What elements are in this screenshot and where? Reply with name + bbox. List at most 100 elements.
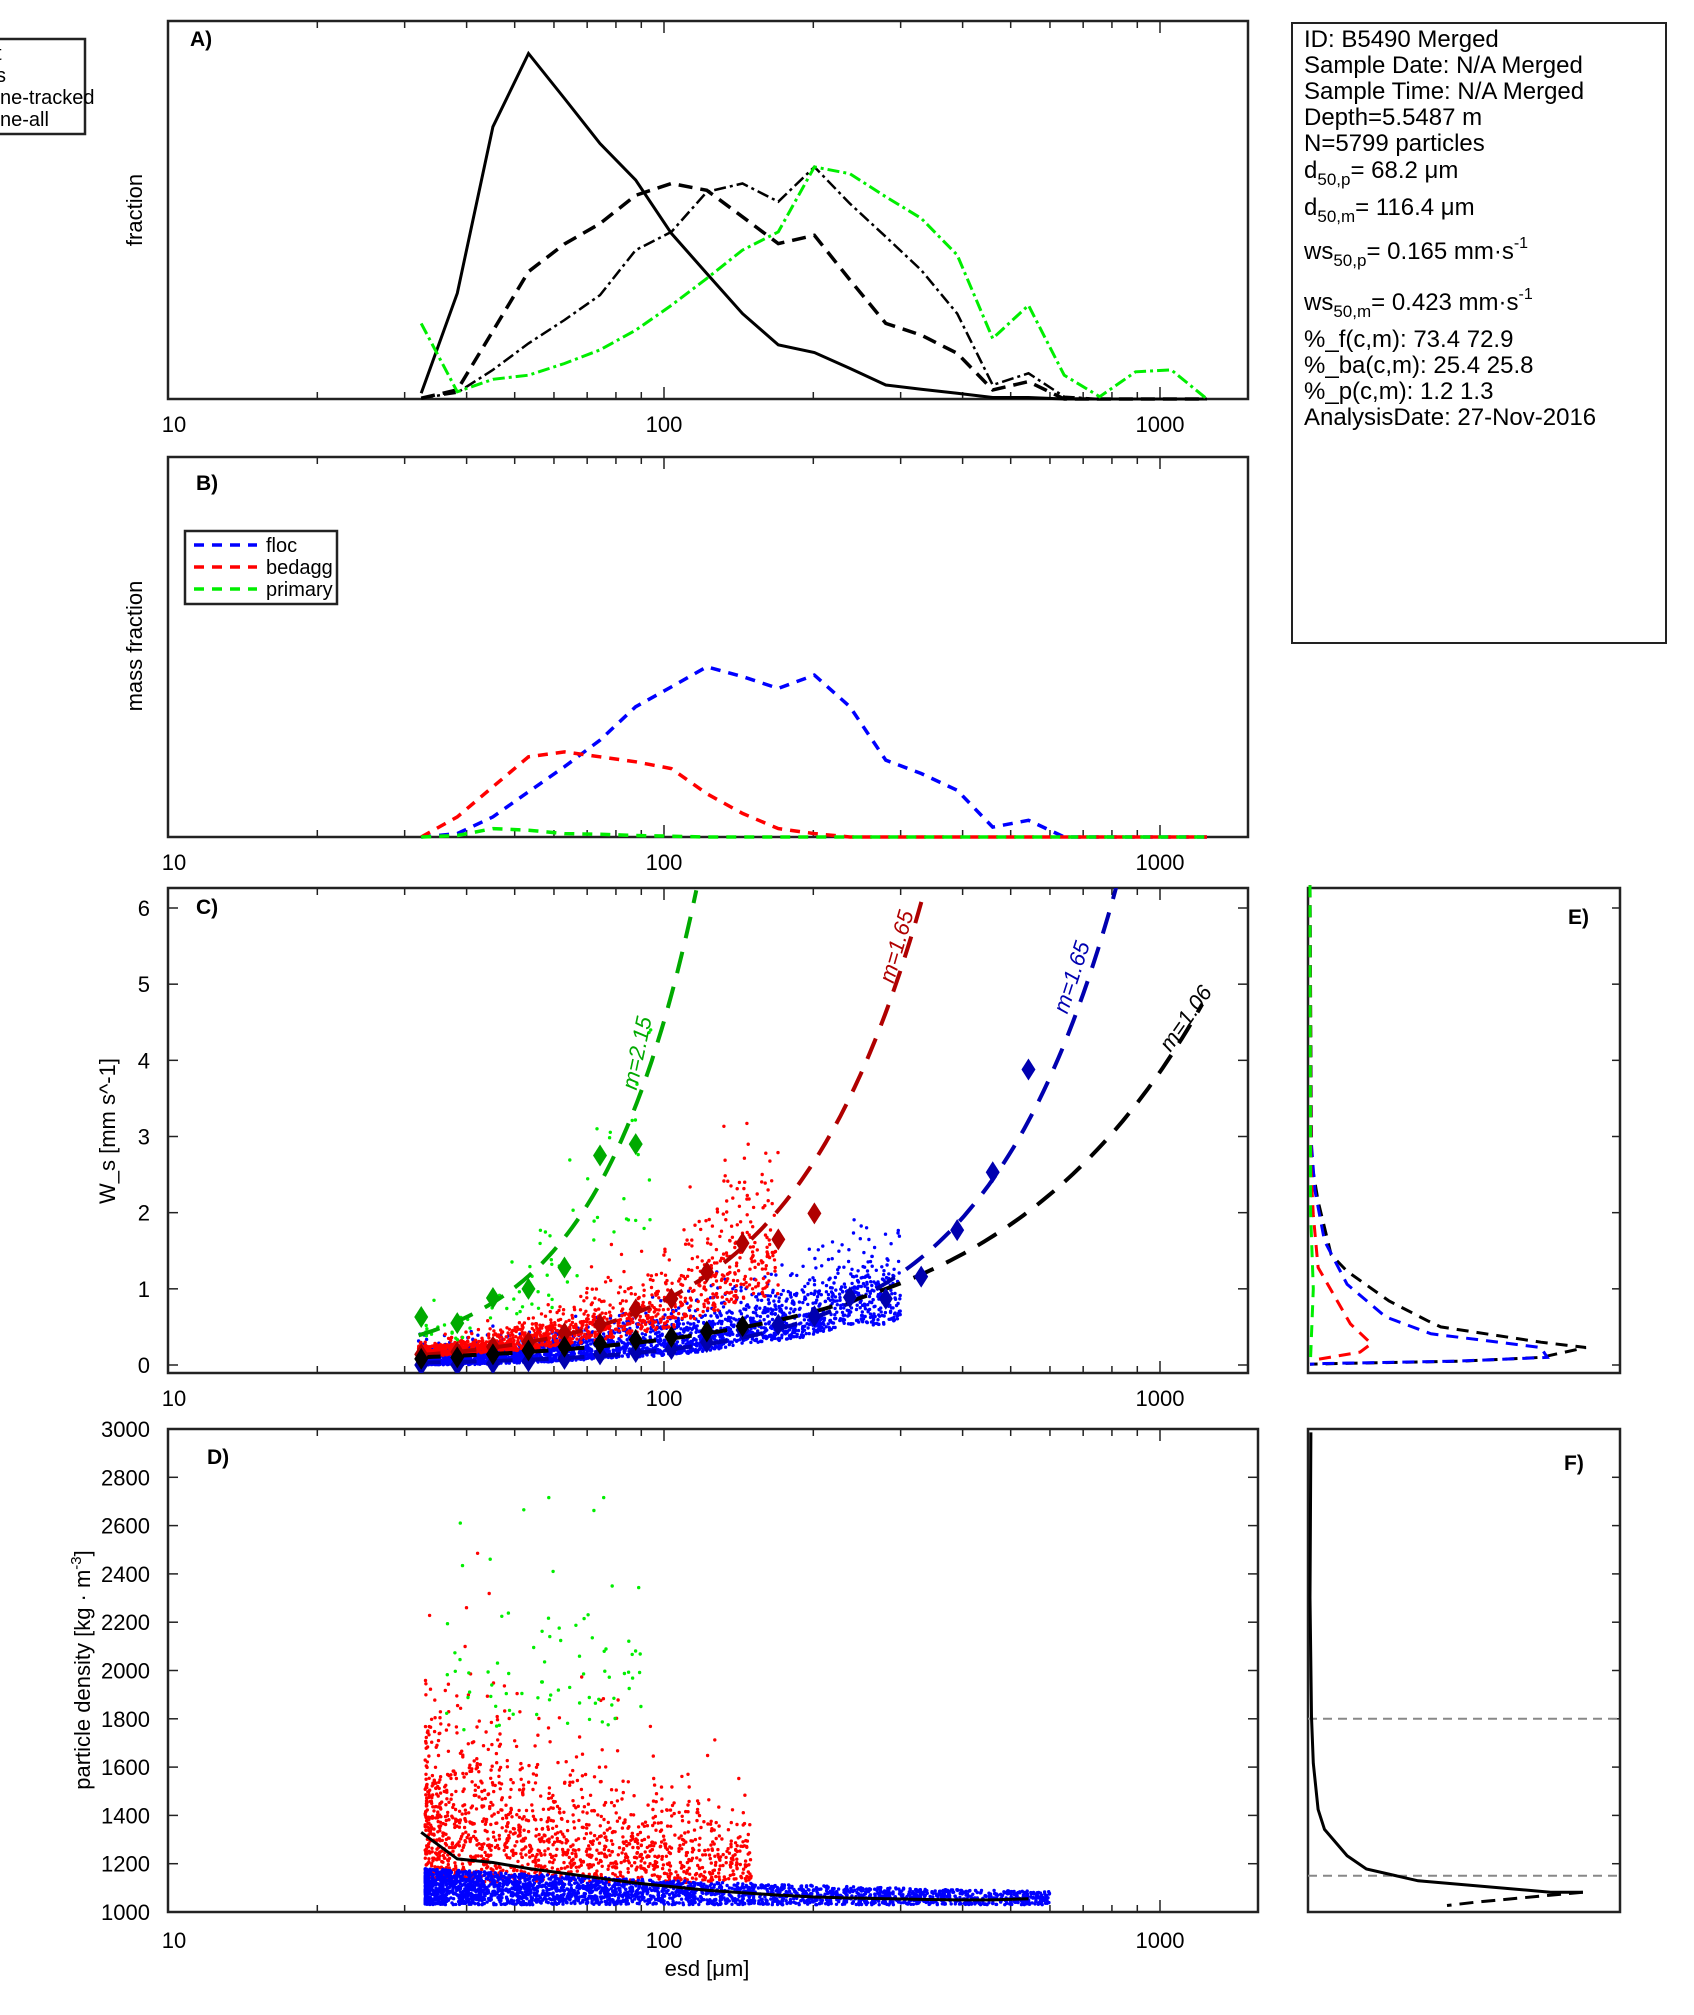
- bedagg-point: [579, 1336, 583, 1341]
- floc-point: [550, 1359, 555, 1364]
- floc-point: [721, 1305, 726, 1309]
- bedagg-point: [482, 1341, 486, 1346]
- bedagg-point: [661, 1863, 666, 1867]
- floc-point: [829, 1312, 833, 1317]
- floc-point: [675, 1322, 680, 1326]
- bedagg-point: [424, 1777, 428, 1781]
- bedagg-point: [604, 1311, 608, 1316]
- floc-point: [791, 1329, 795, 1333]
- fit-label-floc: m=1.65: [1048, 937, 1095, 1016]
- floc-point: [518, 1359, 522, 1364]
- bedagg-point: [580, 1825, 584, 1830]
- bedagg-point: [559, 1866, 564, 1871]
- bedagg-point: [654, 1314, 658, 1318]
- floc-point: [754, 1337, 759, 1341]
- bedagg-point: [776, 1283, 780, 1287]
- floc-point: [729, 1310, 733, 1315]
- floc-point: [824, 1283, 829, 1288]
- x-tick-label: 10: [162, 1928, 186, 1953]
- bedagg-point: [699, 1227, 703, 1232]
- bedagg-point: [521, 1787, 526, 1791]
- bedagg-point: [585, 1286, 589, 1291]
- bedagg-point: [720, 1273, 725, 1277]
- bedagg-point: [577, 1735, 582, 1739]
- floc-point: [838, 1318, 842, 1323]
- bedagg-point: [667, 1325, 671, 1329]
- primary-point: [550, 1297, 554, 1302]
- bedagg-point: [670, 1281, 674, 1286]
- bedagg-point: [618, 1285, 622, 1289]
- bedagg-point: [745, 1121, 749, 1126]
- floc-point: [798, 1335, 802, 1340]
- floc-point: [831, 1325, 836, 1330]
- floc-point: [790, 1272, 794, 1276]
- bedagg-point: [737, 1776, 741, 1781]
- bedagg-point: [620, 1299, 625, 1303]
- bedagg-point: [561, 1312, 565, 1316]
- floc-point: [820, 1264, 824, 1268]
- bedagg-point: [497, 1846, 501, 1851]
- bedagg-point: [650, 1293, 654, 1297]
- bedagg-point: [438, 1820, 443, 1825]
- bedagg-point: [447, 1800, 451, 1805]
- floc-point: [833, 1275, 838, 1280]
- bedagg-point: [585, 1317, 590, 1321]
- bedagg-point: [582, 1312, 586, 1316]
- bedagg-point: [531, 1316, 535, 1320]
- bedagg-point: [557, 1716, 562, 1720]
- floc-point: [476, 1360, 480, 1364]
- floc-point: [573, 1340, 577, 1345]
- bedagg-point: [710, 1256, 715, 1260]
- bedagg-point: [755, 1192, 759, 1196]
- bedagg-point: [695, 1265, 700, 1270]
- median-marker-floc: [842, 1286, 857, 1309]
- floc-point: [877, 1322, 881, 1327]
- floc-point: [445, 1357, 449, 1361]
- bedagg-point: [572, 1305, 576, 1310]
- bedagg-point: [532, 1328, 536, 1333]
- bedagg-point: [745, 1285, 749, 1289]
- primary-point: [425, 1327, 429, 1331]
- x-tick-label: 1000: [1136, 412, 1185, 437]
- bedagg-point: [766, 1271, 770, 1276]
- y-tick-label: 3000: [101, 1417, 150, 1442]
- bedagg-point: [583, 1332, 587, 1337]
- floc-point: [859, 1317, 863, 1321]
- bedagg-point: [553, 1343, 557, 1348]
- bedagg-point: [666, 1307, 670, 1312]
- floc-point: [592, 1356, 596, 1360]
- bedagg-point: [488, 1327, 492, 1331]
- bedagg-point: [661, 1308, 666, 1312]
- bedagg-point: [453, 1807, 458, 1812]
- bedagg-point: [503, 1709, 507, 1713]
- median-marker-floc: [557, 1347, 572, 1370]
- bedagg-point: [638, 1830, 643, 1835]
- floc-point: [879, 1306, 883, 1310]
- primary-point: [647, 1178, 652, 1182]
- bedagg-point: [588, 1793, 593, 1798]
- floc-point: [858, 1300, 862, 1305]
- bedagg-point: [606, 1867, 610, 1872]
- y-tick-label: 1600: [101, 1755, 150, 1780]
- bedagg-point: [728, 1282, 733, 1287]
- floc-point: [709, 1314, 713, 1318]
- bedagg-point: [533, 1344, 537, 1348]
- floc-point: [534, 1353, 539, 1357]
- floc-point: [835, 1310, 839, 1314]
- bedagg-point: [511, 1333, 515, 1337]
- bedagg-point: [695, 1307, 700, 1312]
- bedagg-point: [459, 1341, 463, 1346]
- bedagg-point: [663, 1325, 667, 1330]
- bedagg-point: [585, 1296, 589, 1300]
- bedagg-point: [656, 1289, 660, 1294]
- floc-point: [758, 1314, 763, 1319]
- bedagg-point: [660, 1866, 665, 1871]
- bedagg-point: [713, 1854, 717, 1858]
- bedagg-point: [743, 1180, 747, 1184]
- bedagg-point: [609, 1278, 613, 1283]
- floc-point: [892, 1319, 896, 1323]
- floc-point: [784, 1306, 788, 1310]
- bedagg-point: [513, 1343, 517, 1347]
- bedagg-point: [492, 1835, 496, 1839]
- floc-point: [692, 1324, 696, 1329]
